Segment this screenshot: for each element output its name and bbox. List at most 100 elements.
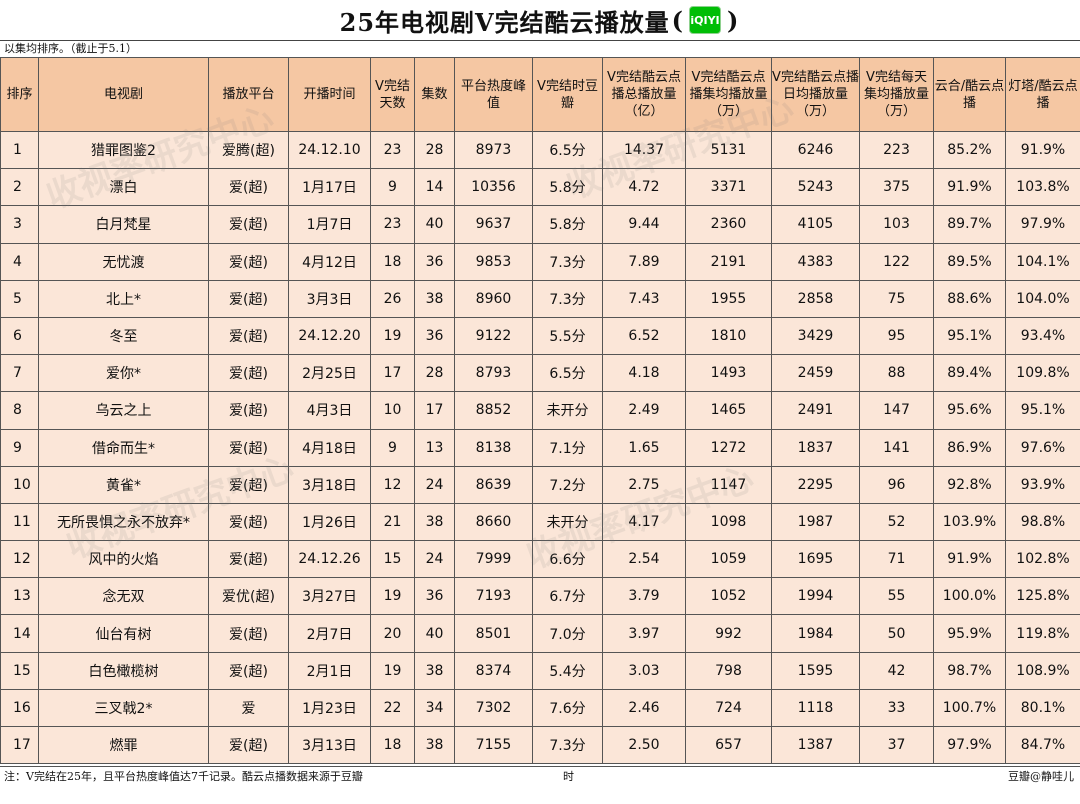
table-cell: 3.79 <box>602 577 686 616</box>
table-cell: 24 <box>414 540 455 579</box>
table-cell: 95 <box>859 316 934 356</box>
table-cell: 3429 <box>771 316 860 356</box>
table-cell: 1月17日 <box>288 168 371 207</box>
table-cell: 8973 <box>454 130 533 170</box>
table-cell: 21 <box>370 502 415 542</box>
table-cell: 34 <box>414 688 455 728</box>
page-title: 25年电视剧V完结酷云播放量 <box>339 7 670 37</box>
table-cell: 未开分 <box>532 502 603 542</box>
table-cell: 8660 <box>454 502 533 542</box>
table-cell: 3月13日 <box>288 725 371 765</box>
table-cell: 仙台有树 <box>38 614 209 653</box>
table-cell: 7.2分 <box>532 465 603 504</box>
table-cell: 7999 <box>454 540 533 579</box>
table-cell: 95.6% <box>933 391 1006 430</box>
table-cell: 80.1% <box>1005 688 1080 728</box>
table-row: 1 猎罪图鉴2 爱腾(超) 24.12.10 23 28 8973 6.5分 14.37 5131… <box>0 130 1080 170</box>
table-cell: 100.0% <box>933 577 1006 616</box>
table-cell: 8793 <box>454 354 533 393</box>
table-cell: 7193 <box>454 577 533 616</box>
table-cell: 100.7% <box>933 688 1006 728</box>
table-cell: 724 <box>685 688 772 728</box>
table-cell: 燃罪 <box>38 725 209 765</box>
table-cell: 1.65 <box>602 428 686 467</box>
ratings-table: 排序 电视剧 播放平台 开播时间 V完结天数 集数 平台热度峰值 V完结时豆瓣 V完结酷云点播总… <box>0 57 1080 765</box>
table-cell: 1052 <box>685 577 772 616</box>
column-header: V完结酷云点播日均播放量（万） <box>771 57 860 132</box>
table-cell: 13 <box>0 577 39 616</box>
table-cell: 7.3分 <box>532 242 603 281</box>
table-cell: 2.54 <box>602 540 686 579</box>
table-cell: 40 <box>414 205 455 244</box>
table-cell: 8374 <box>454 651 533 690</box>
table-cell: 55 <box>859 577 934 616</box>
table-cell: 798 <box>685 651 772 690</box>
sort-note: 以集均排序。（截止于5.1） <box>4 42 137 55</box>
table-cell: 104.1% <box>1005 242 1080 281</box>
table-cell: 93.4% <box>1005 316 1080 356</box>
table-row: 7 爱你* 爱(超) 2月25日 17 28 8793 6.5分 4.18 1493 2459 88 8… <box>0 354 1080 393</box>
table-cell: 7155 <box>454 725 533 765</box>
table-cell: 爱(超) <box>208 428 289 467</box>
table-body: 1 猎罪图鉴2 爱腾(超) 24.12.10 23 28 8973 6.5分 14.37 5131… <box>0 130 1080 765</box>
table-cell: 97.9% <box>933 725 1006 765</box>
table-cell: 13 <box>414 428 455 467</box>
table-cell: 8852 <box>454 391 533 430</box>
table-row: 14 仙台有树 爱(超) 2月7日 20 40 8501 7.0分 3.97 992 1984 50 9… <box>0 614 1080 653</box>
table-cell: 12 <box>0 540 39 579</box>
table-cell: 2858 <box>771 279 860 318</box>
iqiyi-logo-icon: iQIYI <box>689 6 722 34</box>
table-row: 17 燃罪 爱(超) 3月13日 18 38 7155 7.3分 2.50 657 1387 37 97… <box>0 725 1080 765</box>
table-cell: 1994 <box>771 577 860 616</box>
table-cell: 103 <box>859 205 934 244</box>
table-cell: 爱(超) <box>208 465 289 504</box>
table-cell: 19 <box>370 651 415 690</box>
table-cell: 375 <box>859 168 934 207</box>
table-cell: 2月25日 <box>288 354 371 393</box>
table-cell: 2191 <box>685 242 772 281</box>
table-cell: 36 <box>414 577 455 616</box>
table-cell: 97.9% <box>1005 205 1080 244</box>
table-cell: 6246 <box>771 130 860 170</box>
table-cell: 11 <box>0 502 39 542</box>
table-cell: 89.7% <box>933 205 1006 244</box>
table-cell: 7.6分 <box>532 688 603 728</box>
table-cell: 4.17 <box>602 502 686 542</box>
table-cell: 爱(超) <box>208 279 289 318</box>
table-cell: 14 <box>0 614 39 653</box>
table-cell: 9 <box>370 168 415 207</box>
column-header: 平台热度峰值 <box>454 57 533 132</box>
table-cell: 33 <box>859 688 934 728</box>
column-header: V完结酷云点播总播放量（亿） <box>602 57 686 132</box>
table-cell: 2.46 <box>602 688 686 728</box>
header-row: 排序 电视剧 播放平台 开播时间 V完结天数 集数 平台热度峰值 V完结时豆瓣 V完结酷云点播总… <box>0 57 1080 132</box>
table-cell: 657 <box>685 725 772 765</box>
table-cell: 爱(超) <box>208 651 289 690</box>
table-cell: 无忧渡 <box>38 242 209 281</box>
table-cell: 3.03 <box>602 651 686 690</box>
table-cell: 36 <box>414 242 455 281</box>
table-cell: 17 <box>414 391 455 430</box>
table-cell: 8 <box>0 391 39 430</box>
column-header: 开播时间 <box>288 57 371 132</box>
table-cell: 5131 <box>685 130 772 170</box>
table-cell: 5243 <box>771 168 860 207</box>
table-cell: 1837 <box>771 428 860 467</box>
table-cell: 3月3日 <box>288 279 371 318</box>
table-cell: 109.8% <box>1005 354 1080 393</box>
column-header: V完结天数 <box>370 57 415 132</box>
column-header: 集数 <box>414 57 455 132</box>
table-cell: 89.5% <box>933 242 1006 281</box>
table-cell: 2 <box>0 168 39 207</box>
table-cell: 5 <box>0 279 39 318</box>
table-cell: 7.1分 <box>532 428 603 467</box>
table-cell: 42 <box>859 651 934 690</box>
table-cell: 爱优(超) <box>208 577 289 616</box>
table-cell: 5.8分 <box>532 205 603 244</box>
table-cell: 5.4分 <box>532 651 603 690</box>
table-cell: 1387 <box>771 725 860 765</box>
table-cell: 1147 <box>685 465 772 504</box>
table-cell: 黄雀* <box>38 465 209 504</box>
table-cell: 1465 <box>685 391 772 430</box>
column-header: 排序 <box>0 57 39 132</box>
